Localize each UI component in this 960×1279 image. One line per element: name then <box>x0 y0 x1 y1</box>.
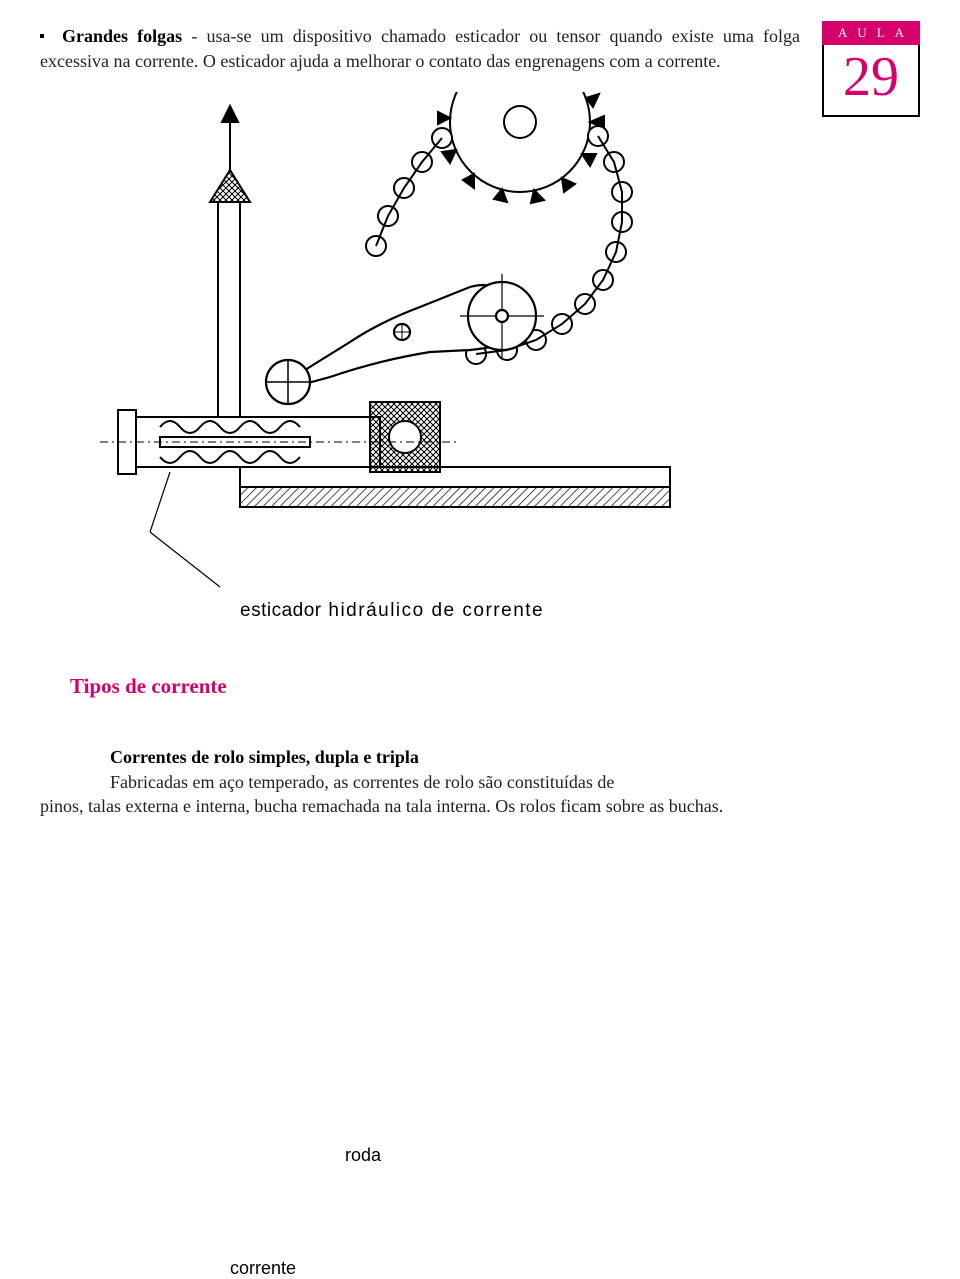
tensioner-diagram-svg <box>100 92 740 592</box>
body-paragraph-line1: Fabricadas em aço temperado, as corrente… <box>40 770 800 795</box>
figure-caption-light: hidráulico de corrente <box>322 600 545 621</box>
bullet-icon <box>40 34 44 38</box>
label-roda: roda <box>345 1145 381 1166</box>
intro-bold-lead: Grandes folgas <box>62 26 182 46</box>
lesson-badge: AULA 29 <box>822 21 920 117</box>
intro-paragraph: Grandes folgas - usa-se um dispositivo c… <box>40 24 800 74</box>
section-heading-tipos: Tipos de corrente <box>70 674 800 699</box>
figure-tensioner: esticador hidráulico de corrente <box>40 92 800 622</box>
lesson-badge-number: 29 <box>822 45 920 117</box>
figure-caption: esticador hidráulico de corrente <box>240 600 544 622</box>
body-paragraph-line2: pinos, talas externa e interna, bucha re… <box>40 794 800 819</box>
figure-caption-bold: esticador <box>240 600 322 621</box>
lesson-badge-header: AULA <box>822 21 920 45</box>
subheading-correntes-rolo: Correntes de rolo simples, dupla e tripl… <box>110 747 800 768</box>
page-content: Grandes folgas - usa-se um dispositivo c… <box>40 24 800 819</box>
label-corrente: corrente <box>230 1258 296 1279</box>
